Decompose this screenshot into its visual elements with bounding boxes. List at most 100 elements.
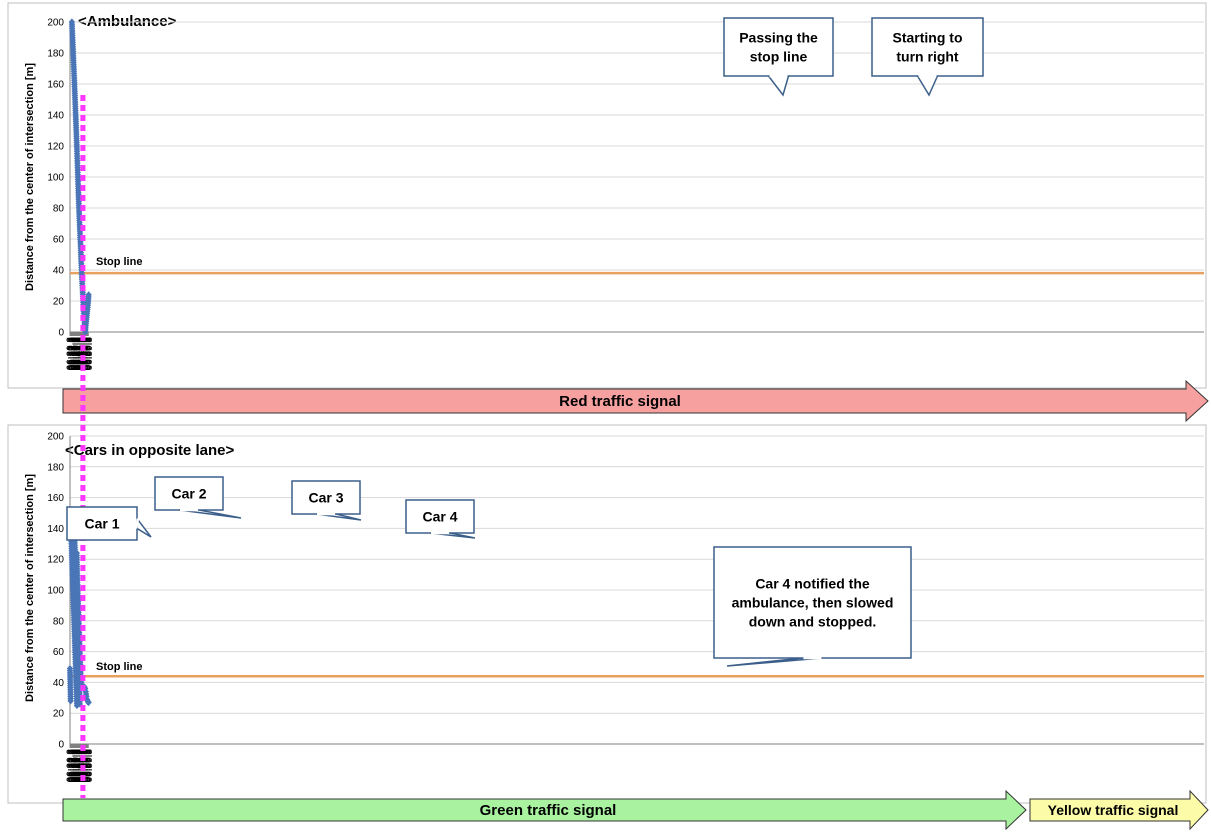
callout-text: Car 4 notified the ambulance, then slowed… <box>732 576 894 630</box>
y-tick-label: 120 <box>47 555 64 566</box>
x-tick-label: 06:42.3 <box>73 337 84 371</box>
callout-passing: Passing the stop line <box>723 17 834 97</box>
x-tick-label: 06:34.3 <box>68 749 79 783</box>
callout-box <box>291 480 361 515</box>
x-tick-label: 06:40.3 <box>72 749 83 783</box>
callout-turning: Starting to turn right <box>871 17 984 97</box>
callout-text-line: ambulance, then slowed <box>732 594 894 610</box>
cars-chart-title: <Cars in opposite lane> <box>65 442 234 459</box>
callout-text-line: Car 4 notified the <box>755 576 870 592</box>
y-tick-label: 180 <box>47 462 64 473</box>
callout-text: Car 3 <box>308 489 343 505</box>
x-tick-label: 06:51.3 <box>79 337 90 371</box>
y-tick-label: 200 <box>47 18 64 29</box>
y-tick-label: 160 <box>47 80 64 91</box>
callout-pointer <box>136 518 152 538</box>
x-tick-label: 06:55.3 <box>81 337 92 371</box>
x-tick-label: 06:31.3 <box>66 749 77 783</box>
x-tick-label: 06:32.3 <box>67 749 78 783</box>
callout-car3: Car 3 <box>291 480 362 521</box>
callout-text-line: Car 3 <box>308 489 343 505</box>
ambulance-panel-frame <box>7 2 1207 389</box>
ambulance-chart: <Ambulance> Distance from the center of … <box>24 13 1204 370</box>
callout-car1: Car 1 <box>66 506 152 541</box>
callout-text-line: Starting to <box>893 29 963 45</box>
data-point <box>78 678 85 686</box>
x-tick-label: 06:53.3 <box>80 749 91 783</box>
x-tick-label: 06:57.3 <box>83 337 94 371</box>
callout-text-line: turn right <box>896 48 959 64</box>
y-tick-label: 160 <box>47 493 64 504</box>
y-tick-label: 0 <box>58 328 64 339</box>
y-tick-label: 60 <box>53 647 65 658</box>
y-tick-label: 40 <box>53 678 65 689</box>
y-tick-label: 20 <box>53 297 65 308</box>
y-tick-label: 40 <box>53 266 65 277</box>
callout-notice: Car 4 notified the ambulance, then slowed… <box>713 546 912 667</box>
x-tick-label: 06:33.3 <box>67 337 78 371</box>
callout-car2: Car 2 <box>154 476 242 519</box>
callout-car4: Car 4 <box>405 499 476 539</box>
y-tick-label: 20 <box>53 709 65 720</box>
x-tick-label: 06:47.3 <box>76 337 87 371</box>
x-tick-label: 06:49.3 <box>77 337 88 371</box>
x-tick-label: 06:45.3 <box>75 337 86 371</box>
x-tick-label: 06:44.3 <box>74 337 85 371</box>
y-tick-label: 200 <box>47 432 64 443</box>
callout-pointer <box>767 75 790 97</box>
yellow-signal-arrow: Yellow traffic signal <box>1029 789 1209 831</box>
x-tick-label: 06:46.3 <box>76 337 87 371</box>
x-tick-label: 06:43.3 <box>74 337 85 371</box>
y-tick-label: 80 <box>53 616 65 627</box>
callout-text-line: Car 4 <box>422 508 457 524</box>
y-tick-label: 100 <box>47 586 64 597</box>
x-tick-label: 06:37.3 <box>70 337 81 371</box>
x-tick-label: 06:30.3 <box>66 337 77 371</box>
callout-text: Starting to turn right <box>893 29 963 64</box>
green-signal-arrow-shape <box>62 789 1027 831</box>
x-tick-label: 06:35.3 <box>69 337 80 371</box>
x-tick-label: 06:42.3 <box>73 749 84 783</box>
x-tick-label: 06:38.3 <box>71 749 82 783</box>
ambulance-stop-line-label: Stop line <box>96 256 142 268</box>
x-tick-label: 06:55.3 <box>81 749 92 783</box>
x-tick-label: 06:36.3 <box>69 337 80 371</box>
cars-y-axis-label: Distance from the center of intersection… <box>24 474 36 702</box>
x-tick-label: 06:41.3 <box>72 337 83 371</box>
x-tick-label: 06:36.3 <box>69 749 80 783</box>
yellow-signal-label: Yellow traffic signal <box>1048 802 1179 818</box>
x-tick-label: 06:31.3 <box>66 337 77 371</box>
x-tick-label: 06:58.3 <box>83 337 94 371</box>
x-tick-label: 06:38.3 <box>71 337 82 371</box>
callout-pointer <box>315 513 362 521</box>
ambulance-y-axis-label: Distance from the center of intersection… <box>24 63 36 291</box>
y-tick-label: 140 <box>47 111 64 122</box>
callout-box <box>713 546 912 659</box>
data-point <box>67 697 74 705</box>
callout-text: Car 1 <box>84 515 119 531</box>
series-ambulance <box>68 18 92 336</box>
x-tick-label: 06:35.3 <box>69 749 80 783</box>
x-tick-label: 06:37.3 <box>70 749 81 783</box>
callout-text-line: Car 2 <box>171 485 206 501</box>
callouts: Passing the stop line Starting to turn righ… <box>66 17 984 667</box>
x-tick-label: 06:43.3 <box>74 749 85 783</box>
x-tick-label: 06:40.3 <box>72 337 83 371</box>
x-tick-label: 06:58.3 <box>83 749 94 783</box>
x-tick-label: 06:52.3 <box>79 337 90 371</box>
callout-text-line: Passing the <box>739 29 818 45</box>
x-tick-label: 06:53.3 <box>80 337 91 371</box>
red-signal-label: Red traffic signal <box>559 393 681 410</box>
x-tick-label: 06:50.3 <box>78 337 89 371</box>
callout-box <box>405 499 475 534</box>
x-tick-label: 06:32.3 <box>67 337 78 371</box>
x-tick-label: 06:54.3 <box>81 749 92 783</box>
data-point <box>85 698 92 707</box>
y-tick-label: 60 <box>53 235 65 246</box>
x-tick-label: 06:59.3 <box>84 749 95 783</box>
event-lines <box>80 95 86 798</box>
callout-pointer <box>726 657 823 667</box>
red-signal-arrow-shape <box>62 379 1209 423</box>
red-signal-arrow: Red traffic signal <box>62 379 1209 423</box>
